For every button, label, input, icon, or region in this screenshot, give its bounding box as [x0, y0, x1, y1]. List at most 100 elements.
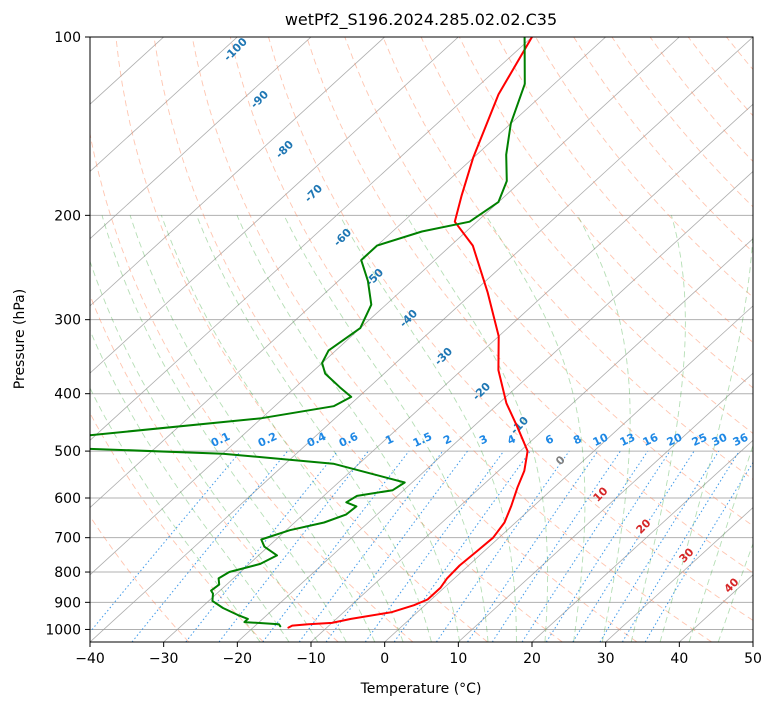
moist-adiabat: [405, 215, 549, 642]
isotherm: [90, 37, 606, 509]
mixing-ratio-line: [435, 450, 570, 642]
x-tick-label: 50: [744, 651, 762, 667]
mixing-ratio-label: 1.5: [411, 430, 434, 450]
x-tick-label: 30: [597, 651, 615, 667]
dry-adiabat-label: -100: [221, 35, 250, 64]
mixing-ratio-label: 25: [690, 431, 709, 449]
dry-adiabat: [420, 37, 753, 435]
moist-adiabat: [90, 259, 319, 642]
dry-adiabat: [90, 412, 264, 642]
mixing-ratio-label: 2: [441, 432, 453, 447]
mixing-ratio-line: [467, 450, 599, 642]
isotherm: [458, 372, 753, 642]
mixing-ratio-line: [218, 450, 369, 642]
dry-adiabat-label: -80: [273, 138, 296, 161]
moist-adiabat-label: 0: [553, 453, 568, 468]
dry-adiabat: [90, 515, 190, 642]
isotherm: [90, 37, 312, 240]
mixing-ratio-label: 6: [543, 432, 556, 447]
moist-adiabat: [485, 215, 586, 642]
dry-adiabat: [497, 37, 753, 344]
moist-adiabat: [160, 215, 404, 642]
dry-adiabat: [573, 37, 753, 253]
dry-adiabat: [268, 37, 753, 621]
y-tick-label: 400: [54, 387, 81, 403]
mixing-ratio-label: 36: [731, 431, 751, 449]
dry-adiabat-label: -40: [397, 307, 420, 330]
mixing-ratio-line: [393, 450, 531, 642]
dry-adiabat: [611, 37, 753, 208]
moist-adiabat: [283, 215, 489, 642]
plot-frame: [89, 36, 754, 643]
y-axis: 100 200 300 400 500 600 700 800 900 1000: [45, 30, 90, 638]
dry-adiabat: [726, 37, 753, 71]
isotherm: [237, 170, 753, 642]
mixing-ratio-label: 20: [665, 431, 685, 449]
y-tick-label: 100: [54, 30, 81, 46]
mixing-ratio-line: [572, 450, 695, 642]
dewpoint-profile: [90, 37, 526, 628]
isotherm: [90, 37, 680, 576]
moist-adiabat-label: 10: [591, 484, 611, 504]
isotherm: [90, 37, 533, 441]
x-tick-label: 40: [670, 651, 688, 667]
reference-lines: [90, 37, 753, 642]
moist-adiabat: [90, 329, 290, 642]
x-tick-label: 10: [449, 651, 467, 667]
moist-adiabat: [129, 215, 376, 642]
mixing-ratio-line: [298, 450, 444, 642]
dry-adiabat: [382, 37, 753, 481]
x-tick-label: −40: [75, 651, 105, 667]
moist-adiabat: [90, 387, 261, 642]
isotherm: [90, 37, 238, 172]
x-axis: −40 −30 −20 −10 0 10 20 30 40 50: [75, 642, 762, 667]
x-tick-label: −20: [223, 651, 253, 667]
isotherm: [310, 238, 753, 642]
mixing-ratio-label: 0.4: [305, 430, 328, 450]
dry-adiabat: [90, 131, 414, 642]
dry-adiabat: [306, 37, 753, 574]
mixing-ratio-label: 1: [383, 432, 395, 447]
isotherm: [605, 507, 753, 642]
isotherm: [752, 641, 753, 642]
moist-adiabat: [196, 215, 432, 642]
moist-adiabat: [236, 215, 461, 642]
isotherm: [90, 37, 753, 642]
isotherm: [163, 103, 753, 642]
mixing-ratio-label: 10: [591, 431, 611, 449]
mixing-ratio-line: [364, 450, 505, 642]
moist-adiabat: [688, 444, 753, 642]
mixing-ratio-label: 0.6: [337, 430, 360, 450]
x-axis-label: Temperature (°C): [360, 681, 482, 697]
y-tick-label: 200: [54, 208, 81, 224]
mixing-ratio-line: [599, 450, 720, 642]
mixing-ratio-label: 0.1: [209, 430, 232, 450]
moist-adiabat: [630, 215, 686, 642]
mixing-ratio-line: [325, 450, 468, 642]
mixing-ratio-label: 0.2: [256, 430, 279, 450]
moist-adiabat-label: 30: [677, 545, 697, 565]
mixing-ratio-line: [545, 450, 671, 642]
mixing-ratio-line: [521, 450, 649, 642]
mixing-ratio-line: [90, 450, 242, 633]
moist-adiabat: [577, 215, 631, 642]
mixing-ratio-line: [131, 450, 288, 642]
isotherm: [90, 37, 385, 307]
isotherm: [90, 37, 459, 374]
dry-adiabat: [344, 37, 753, 527]
dry-adiabat-label: -20: [470, 380, 493, 403]
moist-adiabat: [101, 215, 347, 642]
y-tick-label: 1000: [45, 622, 81, 638]
y-axis-label: Pressure (hPa): [12, 289, 28, 389]
dry-adiabat: [535, 37, 753, 298]
mixing-ratio-label: 30: [710, 431, 730, 449]
y-tick-label: 500: [54, 444, 81, 460]
y-tick-label: 600: [54, 491, 81, 507]
moist-adiabat: [339, 215, 517, 642]
mixing-ratio-line: [185, 450, 338, 642]
y-tick-label: 300: [54, 313, 81, 329]
dry-adiabat: [649, 37, 753, 163]
isotherm: [384, 305, 753, 642]
x-tick-label: 0: [380, 651, 389, 667]
